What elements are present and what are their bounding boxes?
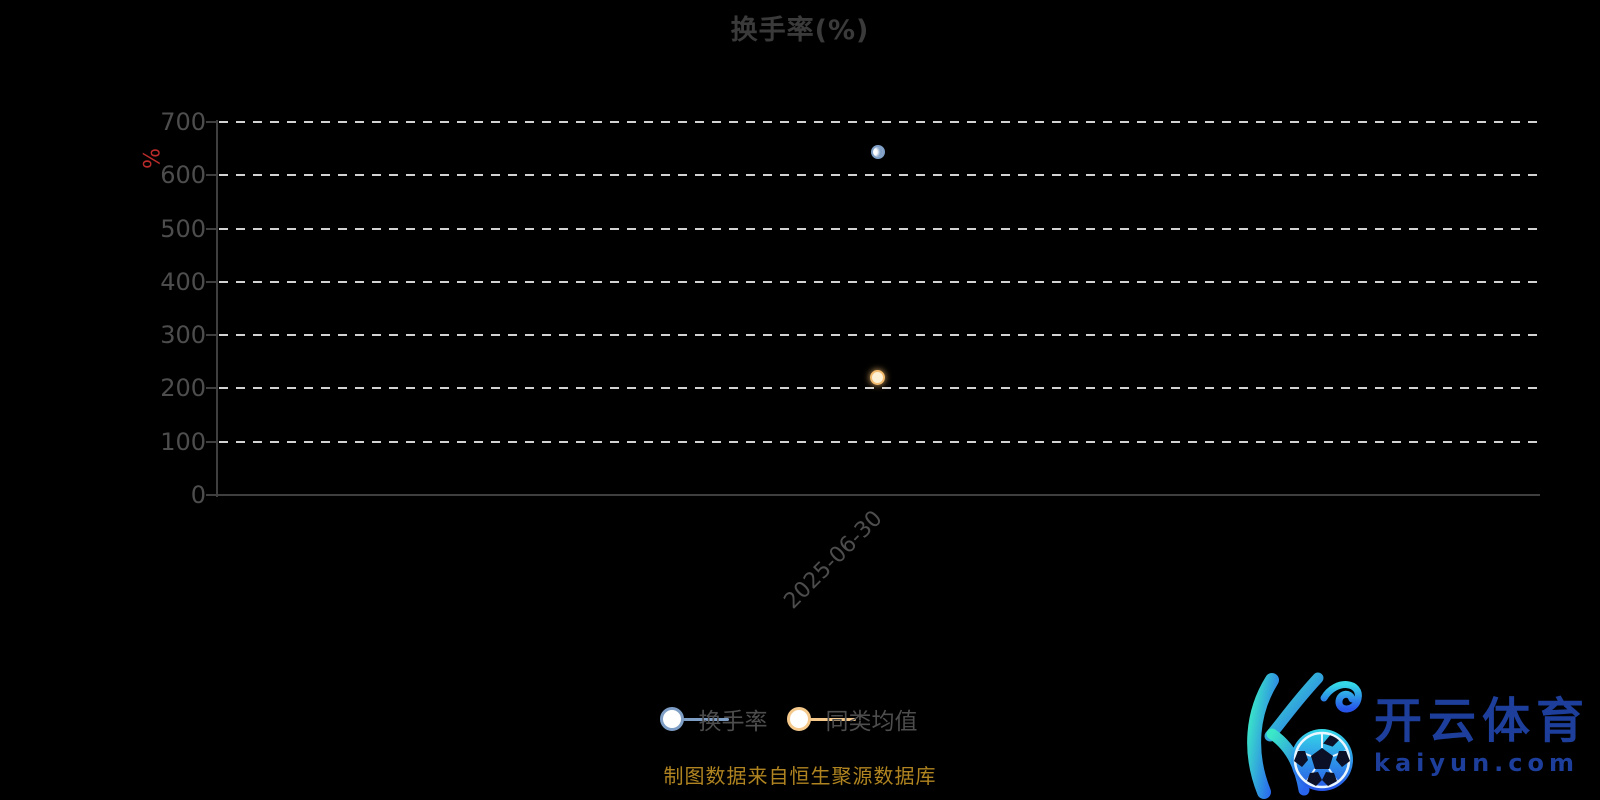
kaiyun-logo: 开云体育 kaiyun.com [1226, 672, 1590, 800]
y-tick-700 [206, 121, 217, 123]
legend-line-icon [682, 717, 729, 721]
y-tick-600 [206, 174, 217, 177]
y-tick-label-600: 600 [160, 161, 206, 190]
y-tick-label-700: 700 [160, 108, 206, 136]
y-tick-label-100: 100 [160, 427, 206, 456]
chart-title: 换手率(%) [730, 15, 870, 46]
swirl [1320, 681, 1362, 713]
y-axis-line [216, 120, 218, 497]
legend-circle-icon [786, 707, 811, 731]
logo-brand-text: 开云体育 [1373, 693, 1590, 749]
k-stroke [1247, 673, 1279, 799]
y-tick-label-200: 200 [160, 374, 206, 403]
gridline-500 [219, 227, 1537, 230]
legend-label: 换手率 [698, 709, 768, 735]
gridline-400 [219, 280, 1537, 283]
x-axis-line [216, 494, 1540, 496]
y-tick-100 [206, 440, 217, 443]
y-tick-0 [206, 494, 217, 496]
legend-item-同类均值[interactable]: 同类均值 [786, 702, 918, 736]
y-tick-label-300: 300 [160, 321, 206, 350]
legend-line-icon [809, 717, 856, 721]
data-point-换手率[interactable] [870, 145, 885, 160]
logo-domain-text: kaiyun.com [1373, 749, 1580, 777]
y-tick-label-0: 0 [190, 481, 206, 509]
data-point-同类均值[interactable] [870, 370, 885, 386]
kaiyun-emblem-icon [1247, 672, 1362, 799]
legend-label: 同类均值 [825, 709, 918, 735]
gridline-700 [219, 121, 1537, 123]
y-tick-label-500: 500 [160, 214, 206, 243]
gridline-100 [219, 440, 1537, 443]
gridline-200 [219, 387, 1537, 390]
legend-circle-icon [659, 707, 684, 731]
data-source-note: 制图数据来自恒生聚源数据库 [663, 764, 937, 788]
legend-item-换手率[interactable]: 换手率 [659, 702, 768, 736]
y-tick-200 [206, 387, 217, 390]
y-tick-400 [206, 280, 217, 283]
gridline-300 [219, 334, 1537, 337]
y-tick-label-400: 400 [160, 267, 206, 296]
legend: 换手率 同类均值 [0, 702, 1600, 736]
y-tick-500 [206, 227, 217, 230]
y-tick-300 [206, 334, 217, 337]
kaiyun-logo-text: 开云体育 kaiyun.com [1374, 695, 1590, 777]
gridline-600 [219, 174, 1537, 177]
k-arm [1264, 672, 1324, 742]
